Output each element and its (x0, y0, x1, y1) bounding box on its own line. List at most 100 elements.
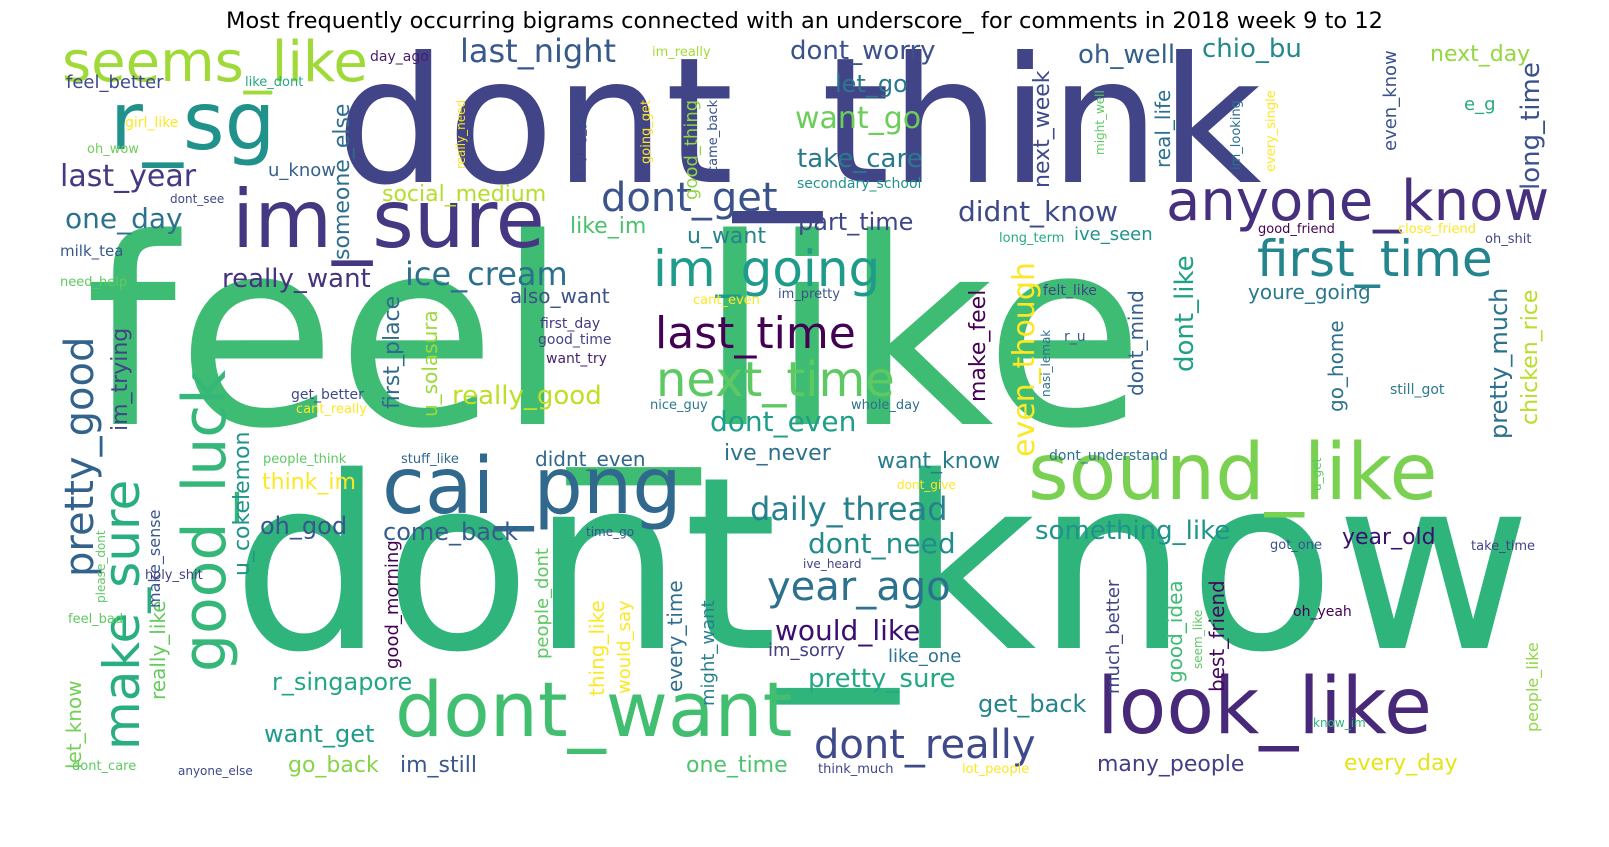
word-ive-heard: ive_heard (803, 557, 862, 571)
word-ive-never: ive_never (724, 441, 831, 466)
word-dont-worry: dont_worry (790, 36, 936, 66)
word-daily-thread: daily_thread (750, 490, 948, 528)
word-dont-get: dont_get (601, 175, 778, 221)
word-didnt-even: didnt_even (535, 447, 646, 471)
word-someone-else: someone_else (330, 103, 355, 261)
word-need-help: need_help (60, 275, 128, 290)
word-take-care: take_care (797, 144, 923, 174)
word-anyone-know: anyone_know (1166, 169, 1550, 234)
word-oh-yeah: oh_yeah (1293, 604, 1352, 620)
word-really-need: really_need (454, 99, 468, 170)
word-dont-see: dont_see (170, 192, 225, 206)
word-might-well: might_well (1093, 89, 1107, 155)
word-think-im: think_im (262, 470, 356, 495)
word-last-year: last_year (60, 159, 197, 194)
word-u-get: u_get (1310, 457, 1324, 492)
word-dont-understand: dont_understand (1049, 448, 1168, 464)
word-u-want: u_want (687, 224, 766, 249)
word-dont-mind: dont_mind (1124, 290, 1148, 396)
word-im-still: im_still (400, 753, 477, 778)
word-dont-even: dont_even (710, 405, 857, 438)
word-sound-like: sound_like (1028, 428, 1438, 518)
word-im-trying: im_trying (108, 327, 133, 432)
word-would-say: would_say (614, 599, 635, 694)
word-im-sorry: im_sorry (768, 640, 846, 661)
word-u-solasura: u_solasura (418, 310, 442, 417)
word-people-think: people_think (263, 452, 347, 467)
word-go-home: go_home (1324, 319, 1348, 412)
word-u-know: u_know (268, 160, 336, 181)
word-want-get: want_get (264, 720, 375, 748)
word-much-better: much_better (1103, 579, 1124, 695)
word-dont-want: dont_want (395, 665, 793, 754)
word-might-want: might_want (698, 599, 719, 706)
word-came-back: came_back (706, 99, 721, 174)
word-going-get: going_get (639, 99, 654, 165)
word-girl-like: girl_like (125, 115, 179, 131)
word-let-know: let_know (62, 679, 86, 769)
word-nasi-lemak: nasi_lemak (1039, 329, 1053, 398)
word-oh-well: oh_well (1078, 40, 1176, 70)
word-thing-like: thing_like (585, 599, 609, 696)
word-want-try: want_try (546, 351, 607, 367)
word-ice-cream: ice_cream (405, 255, 568, 293)
word-take-time: take_time (1471, 539, 1535, 554)
word-still-got: still_got (1390, 382, 1445, 398)
word-youre-going: youre_going (1248, 280, 1371, 304)
word-let-go: let_go (835, 70, 908, 98)
word-dont-think: dont_think (336, 21, 1262, 224)
word-know-im: know_im (1313, 716, 1366, 730)
word-people-like: people_like (1523, 641, 1542, 732)
word-im-really: im_really (652, 45, 711, 60)
word-many-people: many_people (1097, 752, 1245, 777)
word-day-ago: day_ago (370, 49, 429, 65)
word-want-know: want_know (877, 449, 1001, 474)
word-secondary-school: secondary_school (797, 176, 922, 192)
word-pretty-sure: pretty_sure (808, 664, 956, 694)
word-real-life: real_life (1151, 90, 1175, 169)
word-got-one: got_one (1270, 538, 1322, 553)
word-good-friend: good_friend (1258, 222, 1335, 237)
word-come-back: come_back (383, 518, 519, 546)
word-good-time: good_time (538, 332, 612, 348)
word-good-luck: good_luck (170, 369, 240, 673)
word-im-looking: im_looking (1229, 99, 1244, 170)
word-good-idea: good_idea (1163, 579, 1187, 683)
word-r-singapore: r_singapore (272, 668, 413, 696)
word-pretty-much: pretty_much (1485, 288, 1513, 440)
word-chio-bu: chio_bu (1202, 34, 1302, 64)
word-dont-like: dont_like (1170, 254, 1200, 372)
word-seem-like: seem_like (1191, 609, 1205, 670)
word-trying-get: trying_get (573, 109, 587, 171)
word-look-like: look_like (1097, 662, 1433, 752)
word-ive-seen: ive_seen (1074, 224, 1153, 245)
word-like-dont: like_dont (245, 75, 304, 90)
word-best-friend: best_friend (1205, 579, 1229, 692)
word-dont-know: dont_know (232, 425, 1532, 705)
word-want-go: want_go (795, 101, 922, 136)
word-dont-give: dont_give (897, 478, 956, 492)
word-part-time: part_time (798, 208, 914, 236)
word-r-sg: r_sg (110, 75, 276, 168)
word-really-like: really_like (146, 599, 170, 700)
figure-title: Most frequently occurring bigrams connec… (226, 8, 1383, 34)
word-nice-guy: nice_guy (650, 398, 708, 413)
word-would-like: would_like (775, 614, 921, 647)
word-every-time: every_time (663, 579, 687, 692)
word-im-going: im_going (653, 240, 881, 298)
word-cant-really: cant_really (296, 402, 367, 417)
word-even-know: even_know (1380, 49, 1401, 151)
word-seems-like: seems_like (62, 30, 368, 95)
word-lot-people: lot_people (962, 762, 1030, 777)
word-didnt-know: didnt_know (958, 195, 1119, 228)
word-cant-even: cant_even (693, 293, 760, 308)
word-something-like: something_like (1035, 516, 1231, 546)
word-like-im: like_im (570, 214, 647, 239)
word-year-ago: year_ago (767, 564, 951, 610)
word-first-time: first_time (1257, 230, 1493, 288)
word-oh-god: oh_god (260, 512, 348, 540)
word-go-back: go_back (288, 753, 379, 778)
word-good-morning: good_morning (382, 539, 403, 669)
word-time-go: time_go (586, 525, 635, 539)
word-next-time: next_time (656, 352, 895, 408)
